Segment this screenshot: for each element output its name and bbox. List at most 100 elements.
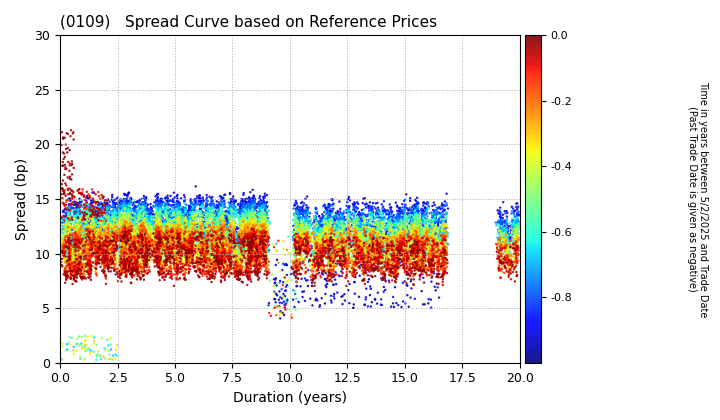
Point — [84, 231, 95, 237]
Point — [126, 215, 138, 221]
Point — [500, 218, 512, 225]
Point — [243, 225, 255, 231]
Point — [422, 205, 433, 212]
Point — [219, 248, 230, 255]
Point — [377, 276, 389, 283]
Point — [193, 201, 204, 207]
Point — [242, 241, 253, 247]
Point — [328, 247, 340, 254]
Point — [255, 222, 266, 228]
Point — [125, 216, 137, 223]
Point — [246, 245, 258, 252]
Point — [153, 206, 165, 213]
Point — [128, 224, 140, 231]
Point — [490, 222, 502, 229]
Point — [365, 229, 377, 236]
Point — [163, 244, 175, 250]
Point — [60, 243, 71, 250]
Point — [406, 231, 418, 237]
Point — [253, 249, 264, 256]
Point — [124, 237, 135, 244]
Point — [91, 245, 102, 252]
Point — [81, 241, 93, 247]
Point — [390, 240, 401, 247]
Point — [257, 248, 269, 255]
Point — [114, 220, 125, 226]
Point — [420, 220, 431, 226]
Point — [247, 200, 258, 207]
Point — [212, 237, 223, 244]
Point — [65, 228, 76, 234]
Point — [88, 212, 99, 218]
Point — [404, 245, 415, 252]
Point — [406, 230, 418, 237]
Point — [188, 202, 199, 209]
Point — [207, 245, 218, 252]
Point — [243, 250, 255, 257]
Point — [409, 228, 420, 235]
Point — [94, 225, 106, 232]
Point — [60, 222, 71, 229]
Point — [212, 247, 224, 254]
Point — [423, 248, 434, 255]
Point — [68, 239, 80, 245]
Point — [210, 253, 221, 260]
Point — [129, 252, 140, 259]
Point — [249, 230, 261, 236]
Point — [210, 204, 221, 211]
Point — [244, 224, 256, 231]
Point — [85, 253, 96, 260]
Point — [323, 236, 334, 242]
Point — [418, 245, 429, 252]
Point — [123, 217, 135, 224]
Point — [261, 205, 272, 212]
Point — [251, 249, 263, 256]
Point — [86, 228, 97, 235]
Point — [310, 247, 322, 254]
Point — [140, 252, 151, 259]
Point — [74, 260, 86, 266]
Point — [370, 256, 382, 263]
Point — [255, 231, 266, 238]
Point — [150, 222, 162, 229]
Point — [332, 249, 343, 255]
Point — [495, 230, 506, 237]
Point — [426, 239, 438, 246]
Point — [405, 236, 417, 243]
Point — [353, 257, 364, 263]
Point — [405, 244, 416, 250]
Point — [328, 281, 339, 288]
Point — [126, 253, 138, 260]
Point — [57, 243, 68, 250]
Point — [128, 228, 140, 235]
Point — [139, 231, 150, 237]
Point — [333, 260, 344, 267]
Point — [330, 281, 342, 288]
Point — [194, 258, 206, 265]
Point — [223, 215, 235, 222]
Point — [225, 260, 236, 266]
Point — [241, 210, 253, 216]
Point — [185, 225, 197, 231]
Point — [316, 244, 328, 251]
Point — [405, 244, 416, 250]
Point — [164, 213, 176, 220]
Point — [138, 212, 149, 219]
Point — [373, 218, 384, 224]
Point — [400, 234, 412, 240]
Point — [59, 257, 71, 264]
Point — [259, 241, 271, 247]
Point — [360, 241, 372, 248]
Point — [120, 226, 131, 232]
Point — [160, 252, 171, 258]
Point — [208, 200, 220, 207]
Point — [156, 246, 168, 253]
Point — [436, 255, 447, 262]
Point — [310, 223, 321, 229]
Point — [248, 239, 260, 245]
Point — [197, 242, 208, 249]
Point — [215, 231, 227, 237]
Point — [277, 281, 289, 288]
Point — [323, 252, 334, 259]
Point — [168, 237, 180, 244]
